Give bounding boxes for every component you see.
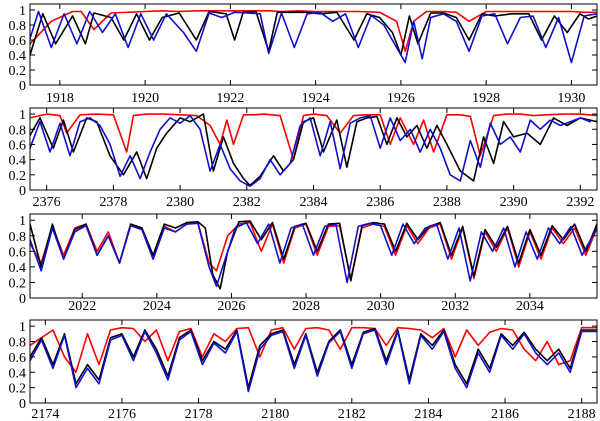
x-tick-label: 2022 [68,299,96,314]
series-line-3 [30,114,592,187]
x-tick-label: 2392 [566,195,594,210]
x-tick-label: 1930 [557,91,585,106]
x-tick-label: 1928 [472,91,500,106]
x-tick-label: 2390 [500,195,528,210]
y-tick-label: 0.4 [9,154,27,169]
series-line-3 [30,10,597,64]
series-line-2 [30,10,597,56]
y-tick-label: 0.4 [9,261,27,276]
y-tick-label: 0.8 [9,230,27,245]
series-line-1 [30,10,597,53]
y-tick-label: 0.4 [9,366,27,381]
x-tick-label: 2026 [217,299,245,314]
y-tick-label: 1 [19,108,26,123]
x-tick-label: 2384 [300,195,328,210]
x-tick-label: 2032 [441,299,469,314]
x-tick-label: 2178 [185,407,213,421]
x-tick-label: 1922 [216,91,244,106]
y-tick-label: 1 [19,214,26,229]
x-tick-label: 2024 [143,299,171,314]
series-line-3 [30,329,597,393]
y-tick-label: 0.4 [9,49,27,64]
y-tick-label: 0.8 [9,336,27,351]
series-group [30,10,597,64]
panel-3: 00.20.40.60.81 2022 2024 2026 2028 2030 2032 20… [9,213,598,314]
y-tick-label: 0.2 [9,169,27,184]
y-tick-label: 0.6 [9,138,27,153]
x-tick-label: 2182 [338,407,366,421]
series-line-1 [30,113,597,161]
y-tick-label: 0.8 [9,123,27,138]
x-tick-label: 2034 [516,299,544,314]
x-tick-label: 2180 [261,407,289,421]
y-tick-label: 0 [19,184,26,199]
x-tick-label: 2386 [366,195,394,210]
series-group [30,113,597,187]
y-tick-label: 1 [19,320,26,335]
series-line-1 [30,326,597,374]
y-tick-label: 0.6 [9,34,27,49]
y-tick-label: 0 [19,292,26,307]
x-tick-label: 2188 [568,407,596,421]
x-tick-label: 1920 [131,91,159,106]
x-tick-label: 2176 [108,407,136,421]
x-tick-label: 2028 [292,299,320,314]
x-tick-label: 2382 [233,195,261,210]
series-group [30,220,597,290]
x-tick-label: 2376 [33,195,61,210]
plot-frame [29,3,598,86]
x-tick-label: 2380 [166,195,194,210]
y-tick-label: 0.2 [9,276,27,291]
x-tick-label: 2174 [31,407,59,421]
y-tick-label: 0.2 [9,64,27,79]
y-tick-label: 0.6 [9,245,27,260]
y-tick-label: 0.6 [9,351,27,366]
panel-4: 00.20.40.60.81 2174 2176 2178 2180 2182 2184 21… [9,319,598,421]
y-tick-label: 0.2 [9,382,27,397]
series-group [30,326,597,393]
panel-2: 00.20.40.60.81 2376 2378 2380 2382 2384 2386 23… [9,107,598,210]
series-line-3 [30,221,597,288]
x-tick-label: 2378 [99,195,127,210]
x-tick-label: 2388 [433,195,461,210]
y-tick-label: 0.8 [9,19,27,34]
x-tick-label: 1924 [302,91,330,106]
x-tick-label: 2184 [414,407,442,421]
series-line-2 [30,113,597,187]
x-tick-label: 2186 [491,407,519,421]
x-tick-label: 1926 [387,91,415,106]
y-tick-label: 0 [19,397,26,412]
y-tick-label: 1 [19,4,26,19]
plot-frame [29,319,598,404]
y-tick-label: 0 [19,79,26,94]
x-tick-label: 1918 [46,91,74,106]
panel-1: 00.20.40.60.81 1918 1920 1922 1924 1926 1928 19… [9,3,598,106]
x-tick-label: 2030 [367,299,395,314]
plot-frame [29,213,598,299]
